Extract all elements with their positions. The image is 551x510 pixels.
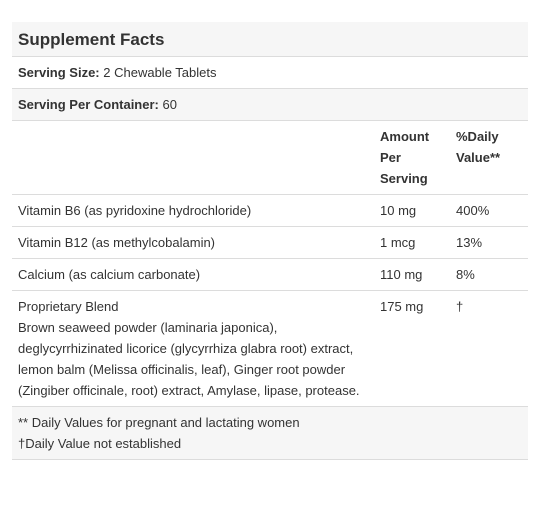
nutrient-cell: Proprietary Blend Brown seaweed powder (l…: [12, 290, 374, 407]
nutrient-row: Vitamin B6 (as pyridoxine hydrochloride)…: [12, 194, 528, 227]
nutrient-name: Calcium (as calcium carbonate): [18, 267, 201, 282]
column-header: %Daily Value**: [450, 121, 528, 195]
amount: 110 mg: [374, 258, 450, 291]
daily-value: †: [450, 290, 528, 407]
value: 2 Chewable Tablets: [103, 65, 217, 80]
footnotes: ** Daily Values for pregnant and lactati…: [12, 407, 528, 460]
daily-value: 13%: [450, 226, 528, 259]
amount: 1 mcg: [374, 226, 450, 259]
servings-per-container: Serving Per Container: 60: [12, 89, 528, 121]
amount: 175 mg: [374, 290, 450, 407]
footnote: †Daily Value not established: [18, 436, 182, 451]
supplement-facts: Supplement Facts Serving Size: 2 Chewabl…: [12, 22, 528, 460]
title: Supplement Facts: [12, 22, 528, 57]
daily-value: 8%: [450, 258, 528, 291]
column-header: Amount Per Serving: [374, 121, 450, 195]
nutrient-description: Brown seaweed powder (laminaria japonica…: [18, 320, 360, 398]
label: Serving Size:: [18, 65, 100, 80]
value: 60: [162, 97, 177, 112]
label: Serving Per Container:: [18, 97, 159, 112]
nutrient-row: Proprietary Blend Brown seaweed powder (l…: [12, 290, 528, 407]
nutrient-row: Vitamin B12 (as methylcobalamin) 1 mcg 13%: [12, 226, 528, 259]
nutrient-name: Vitamin B12 (as methylcobalamin): [18, 235, 216, 250]
footnote: ** Daily Values for pregnant and lactati…: [18, 415, 300, 430]
serving-size: Serving Size: 2 Chewable Tablets: [12, 57, 528, 89]
nutrient-table: Amount Per Serving %Daily Value** Vitami…: [12, 121, 528, 407]
header-row: Amount Per Serving %Daily Value**: [12, 121, 528, 195]
empty-cell: [12, 121, 374, 195]
nutrient-cell: Vitamin B12 (as methylcobalamin): [12, 226, 374, 259]
nutrient-name: Vitamin B6 (as pyridoxine hydrochloride): [18, 203, 252, 218]
nutrient-name: Proprietary Blend: [18, 299, 119, 314]
nutrient-row: Calcium (as calcium carbonate) 110 mg 8%: [12, 258, 528, 291]
daily-value: 400%: [450, 194, 528, 227]
table-body: Amount Per Serving %Daily Value** Vitami…: [12, 121, 528, 407]
amount: 10 mg: [374, 194, 450, 227]
nutrient-cell: Vitamin B6 (as pyridoxine hydrochloride): [12, 194, 374, 227]
nutrient-cell: Calcium (as calcium carbonate): [12, 258, 374, 291]
